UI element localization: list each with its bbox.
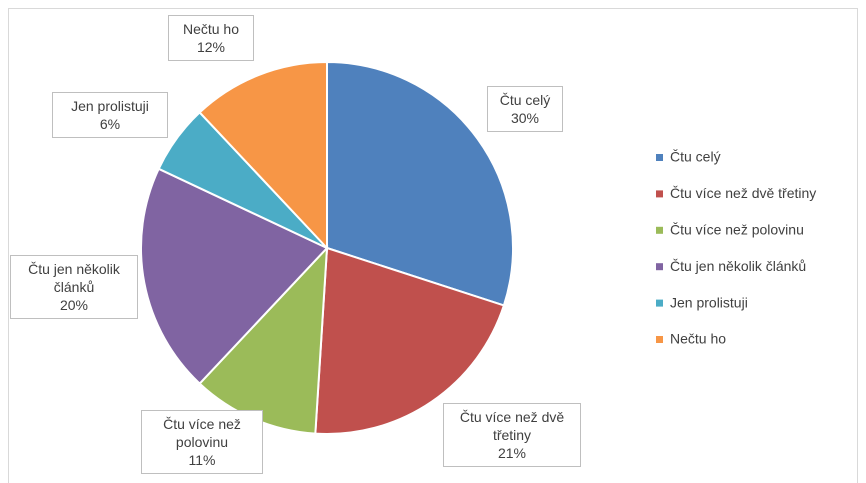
data-label: Čtu celý 30%: [487, 86, 563, 132]
legend-label: Čtu více než polovinu: [670, 222, 804, 238]
data-label-category: Jen prolistuji: [71, 98, 149, 114]
legend-label: Čtu celý: [670, 149, 721, 165]
legend-swatch: [656, 263, 663, 271]
pie-slice: [198, 60, 328, 251]
legend-label: Čtu více než dvě třetiny: [670, 185, 816, 201]
data-label: Čtu více než polovinu 11%: [141, 410, 263, 474]
data-label-category: Čtu více než polovinu: [163, 416, 241, 450]
legend-label: Čtu jen několik článků: [670, 258, 806, 274]
data-label-category: Čtu více než dvě třetiny: [459, 409, 565, 443]
legend-label: Nečtu ho: [670, 331, 726, 347]
data-label: Jen prolistuji 6%: [52, 92, 168, 138]
legend-swatch: [656, 336, 663, 343]
data-label-category: Nečtu ho: [182, 21, 240, 37]
legend-swatch: [656, 226, 663, 234]
data-label-value: 20%: [59, 297, 89, 313]
pie-slice: [314, 246, 506, 435]
data-label-value: 6%: [99, 116, 121, 132]
data-label-value: 21%: [497, 445, 527, 461]
data-label-value: 12%: [196, 39, 226, 55]
data-label: Čtu více než dvě třetiny 21%: [443, 403, 581, 467]
data-label-category: Čtu jen několik článků: [28, 261, 120, 295]
legend-label: Jen prolistuji: [670, 294, 748, 310]
legend-swatch: [656, 154, 663, 161]
data-label: Nečtu ho 12%: [168, 15, 254, 61]
pie-slice: [326, 60, 514, 307]
data-label-value: 11%: [188, 452, 216, 468]
chart-frame: [8, 8, 858, 483]
data-label-value: 30%: [510, 110, 540, 126]
pie-slice: [140, 167, 329, 386]
data-label: Čtu jen několik článků 20%: [10, 255, 138, 319]
data-label-category: Čtu celý: [499, 92, 551, 108]
legend-swatch: [656, 299, 663, 307]
legend-swatch: [656, 190, 663, 198]
